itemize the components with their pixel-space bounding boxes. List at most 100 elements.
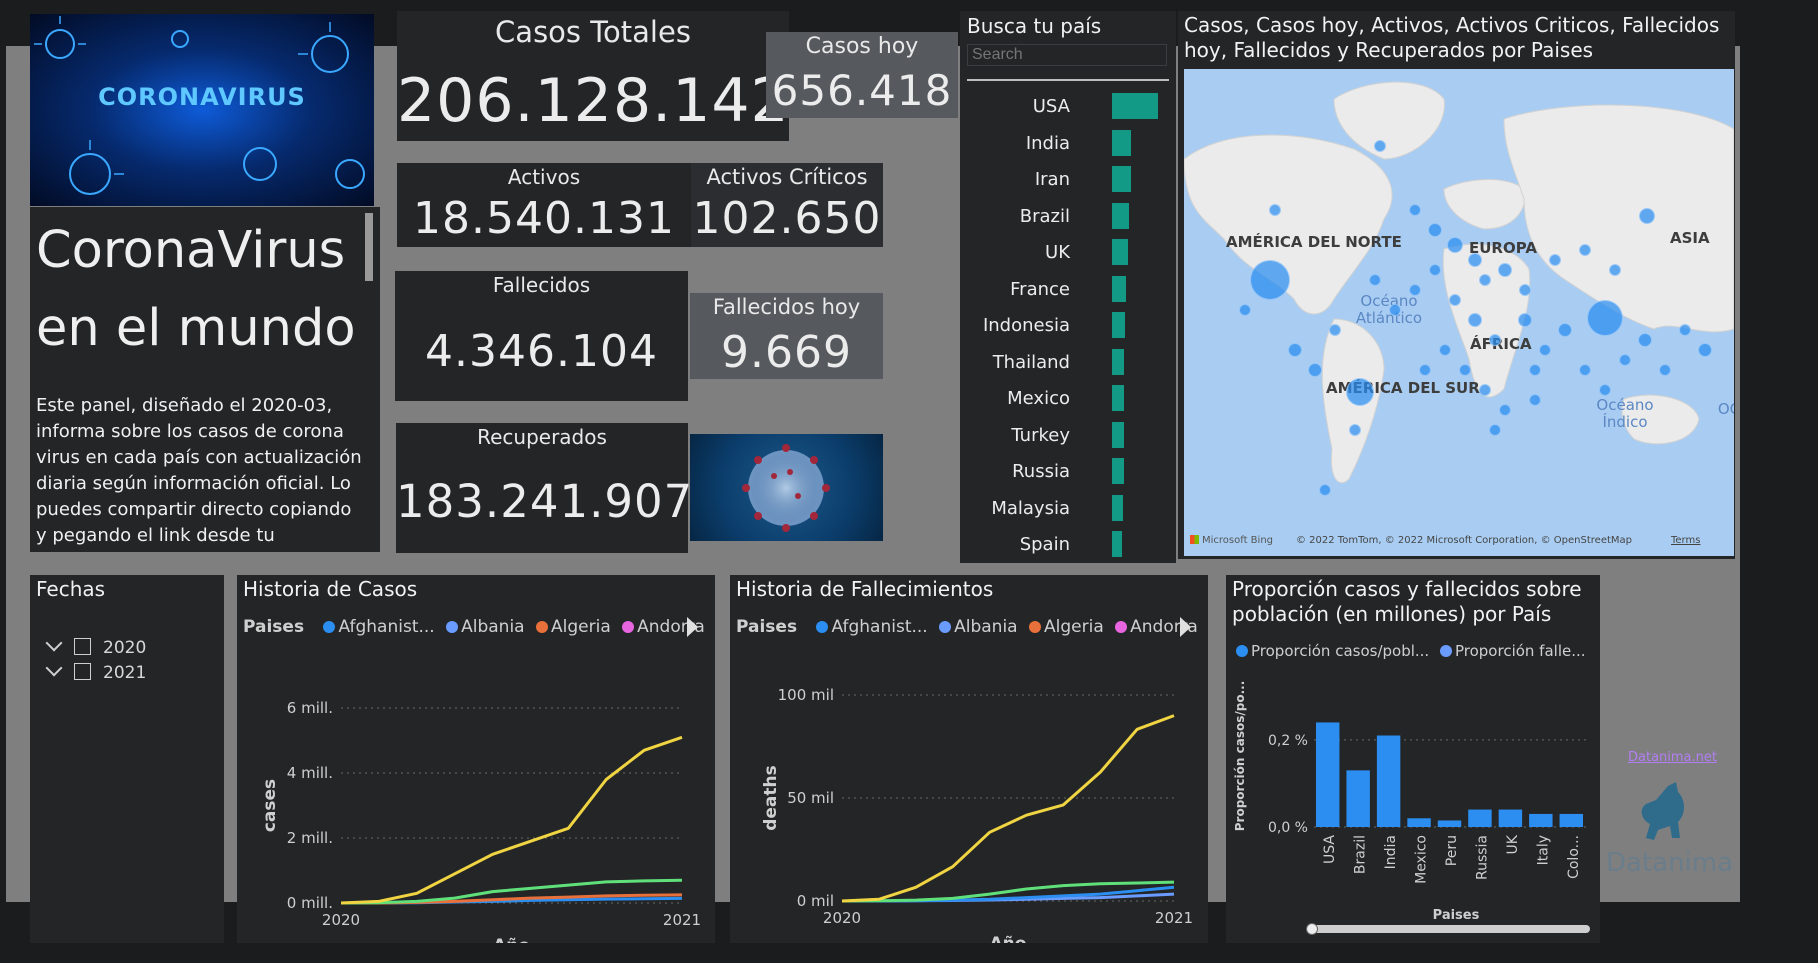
map-bubble[interactable] <box>1539 344 1551 356</box>
map-bubble[interactable] <box>1439 344 1451 356</box>
map-bubble[interactable] <box>1499 404 1511 416</box>
map-bubble[interactable] <box>1389 304 1401 316</box>
map-bubble[interactable] <box>1698 343 1712 357</box>
bar[interactable] <box>1529 813 1553 827</box>
country-item[interactable]: Mexico <box>960 383 1170 413</box>
map-terms-link[interactable]: Terms <box>1671 535 1701 546</box>
country-item[interactable]: Malaysia <box>960 493 1170 523</box>
fechas-item-2021[interactable]: 2021 <box>45 659 146 683</box>
map-bubble[interactable] <box>1349 424 1361 436</box>
chevron-down-icon[interactable] <box>45 634 63 652</box>
map-bubble[interactable] <box>1409 284 1421 296</box>
map-bubble[interactable] <box>1239 304 1251 316</box>
bar[interactable] <box>1407 818 1431 827</box>
map-bubble[interactable] <box>1659 364 1671 376</box>
country-item[interactable]: Turkey <box>960 420 1170 450</box>
legend-item-algeria[interactable]: Algeria <box>551 617 611 637</box>
map-bubble[interactable] <box>1479 274 1491 286</box>
map-bubble[interactable] <box>1679 324 1691 336</box>
map-bubble[interactable] <box>1518 313 1532 327</box>
bar[interactable] <box>1559 813 1583 827</box>
map-bubble[interactable] <box>1579 364 1591 376</box>
country-item-label: Malaysia <box>991 497 1070 519</box>
map-visual: Casos, Casos hoy, Activos, Activos Criti… <box>1178 11 1735 559</box>
legend-dot-albania <box>446 621 459 633</box>
map-bubble[interactable] <box>1489 334 1501 346</box>
map-bubble[interactable] <box>1498 263 1512 277</box>
map-bubble[interactable] <box>1587 300 1623 336</box>
map-bubble[interactable] <box>1619 354 1631 366</box>
country-item[interactable]: India <box>960 128 1170 158</box>
country-item[interactable]: Indonesia <box>960 310 1170 340</box>
fechas-item-2020[interactable]: 2020 <box>45 634 146 658</box>
map-bubble[interactable] <box>1449 294 1461 306</box>
legend-item-casos[interactable]: Proporción casos/pobl... <box>1251 642 1430 660</box>
checkbox-2020[interactable] <box>74 638 91 655</box>
map-canvas[interactable]: AMÉRICA DEL NORTE EUROPA ASIA ÁFRICA AMÉRICA… <box>1184 69 1734 556</box>
bar[interactable] <box>1498 809 1523 827</box>
map-bubble[interactable] <box>1429 264 1441 276</box>
map-bubble[interactable] <box>1479 384 1491 396</box>
map-bubble[interactable] <box>1599 384 1611 396</box>
map-bubble[interactable] <box>1374 140 1386 152</box>
map-bubble[interactable] <box>1638 333 1652 347</box>
country-item[interactable]: Thailand <box>960 347 1170 377</box>
country-item[interactable]: Russia <box>960 456 1170 486</box>
map-bubble[interactable] <box>1468 253 1482 267</box>
map-bubble[interactable] <box>1419 364 1431 376</box>
map-bubble[interactable] <box>1468 313 1482 327</box>
map-bubble[interactable] <box>1579 244 1591 256</box>
country-item[interactable]: Spain <box>960 529 1170 559</box>
bar[interactable] <box>1468 809 1492 827</box>
datanima-link[interactable]: Datanima.net <box>1628 750 1717 765</box>
map-bubble[interactable] <box>1409 204 1421 216</box>
country-item[interactable]: France <box>960 274 1170 304</box>
legend-next-arrow-icon[interactable] <box>1180 617 1191 637</box>
map-bubble[interactable] <box>1549 254 1561 266</box>
map-bubble[interactable] <box>1519 284 1531 296</box>
map-bubble[interactable] <box>1369 274 1381 286</box>
map-bubble[interactable] <box>1308 363 1322 377</box>
map-bubble[interactable] <box>1346 378 1374 406</box>
map-bubble[interactable] <box>1609 264 1621 276</box>
series-line[interactable] <box>340 735 683 905</box>
series-line[interactable] <box>340 878 683 905</box>
map-bubble[interactable] <box>1639 208 1655 224</box>
map-bubble[interactable] <box>1250 260 1290 300</box>
bar[interactable] <box>1376 735 1401 828</box>
country-item[interactable]: USA <box>960 91 1170 121</box>
legend-item-fallecidos[interactable]: Proporción falle... <box>1454 642 1586 660</box>
map-bubble[interactable] <box>1529 394 1541 406</box>
country-item[interactable]: Brazil <box>960 201 1170 231</box>
map-bubble[interactable] <box>1447 237 1463 253</box>
country-search-input[interactable] <box>967 44 1167 66</box>
legend-item-afghanistan[interactable]: Afghanist... <box>831 617 928 637</box>
legend-item-algeria[interactable]: Algeria <box>1044 617 1104 637</box>
map-bubble[interactable] <box>1529 364 1541 376</box>
map-bubble[interactable] <box>1269 204 1281 216</box>
scrollbar-handle[interactable] <box>1306 923 1318 935</box>
series-line[interactable] <box>841 714 1175 903</box>
map-bubble[interactable] <box>1329 324 1341 336</box>
country-item[interactable]: UK <box>960 237 1170 267</box>
x-tick-label: Russia <box>1474 835 1490 880</box>
legend-item-albania[interactable]: Albania <box>954 617 1018 637</box>
country-item[interactable]: Iran <box>960 164 1170 194</box>
bar[interactable] <box>1316 722 1340 827</box>
bar[interactable] <box>1346 770 1370 827</box>
map-bubble[interactable] <box>1428 223 1442 237</box>
legend-next-arrow-icon[interactable] <box>687 617 698 637</box>
map-bubble[interactable] <box>1558 323 1572 337</box>
intro-scrollbar[interactable] <box>365 213 373 281</box>
legend-item-albania[interactable]: Albania <box>461 617 525 637</box>
series-line[interactable] <box>841 880 1175 903</box>
chart-proporcion-scrollbar[interactable] <box>1310 925 1590 933</box>
chevron-down-icon[interactable] <box>45 659 63 677</box>
legend-item-afghanistan[interactable]: Afghanist... <box>338 617 435 637</box>
checkbox-2021[interactable] <box>74 663 91 680</box>
map-bubble[interactable] <box>1489 424 1501 436</box>
map-bubble[interactable] <box>1459 364 1471 376</box>
bar[interactable] <box>1437 820 1462 827</box>
map-bubble[interactable] <box>1288 343 1302 357</box>
map-bubble[interactable] <box>1319 484 1331 496</box>
